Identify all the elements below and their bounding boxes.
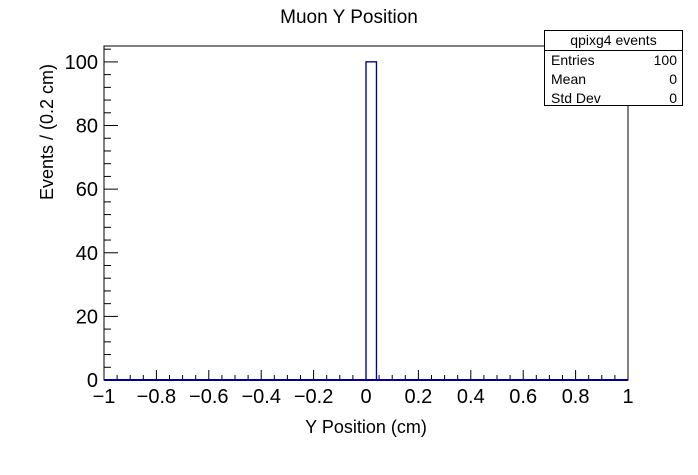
stats-value: 0	[669, 71, 677, 87]
x-tick-label: −0.4	[241, 386, 280, 408]
x-axis-label: Y Position (cm)	[305, 417, 427, 437]
histogram-bar	[365, 61, 378, 381]
x-tick-label: 0.6	[509, 386, 537, 408]
x-tick-label: 1	[622, 386, 633, 408]
y-axis-ticks: 0 20 40 60 80 100	[65, 48, 118, 392]
stats-box: qpixg4 events Entries 100 Mean 0 Std Dev…	[544, 30, 683, 106]
y-tick-label: 40	[76, 243, 98, 265]
x-tick-label: −0.2	[294, 386, 333, 408]
y-tick-label: 100	[65, 52, 98, 74]
x-tick-label: −1	[93, 386, 116, 408]
stats-value: 0	[669, 90, 677, 106]
stats-label: Entries	[551, 52, 595, 68]
stats-row-entries: Entries 100	[545, 51, 682, 70]
x-tick-label: 0	[360, 386, 371, 408]
histogram-series	[104, 61, 628, 381]
x-tick-label: 0.8	[562, 386, 590, 408]
x-axis-ticks: −1 −0.8 −0.6 −0.4 −0.2 0 0.2 0.4 0.6 0.8 1	[93, 370, 634, 408]
y-tick-label: 60	[76, 179, 98, 201]
stats-value: 100	[653, 52, 677, 68]
y-tick-label: 80	[76, 116, 98, 138]
stats-label: Std Dev	[551, 90, 601, 106]
x-tick-label: 0.2	[404, 386, 432, 408]
stats-row-stddev: Std Dev 0	[545, 89, 682, 108]
stats-row-mean: Mean 0	[545, 70, 682, 89]
x-tick-label: −0.8	[137, 386, 176, 408]
stats-title: qpixg4 events	[545, 31, 682, 51]
stats-label: Mean	[551, 71, 587, 87]
y-tick-label: 20	[76, 306, 98, 328]
y-axis-label: Events / (0.2 cm)	[37, 64, 57, 200]
x-tick-label: 0.4	[457, 386, 485, 408]
x-tick-label: −0.6	[189, 386, 228, 408]
y-tick-label: 0	[87, 370, 98, 392]
chart-title: Muon Y Position	[280, 7, 418, 28]
